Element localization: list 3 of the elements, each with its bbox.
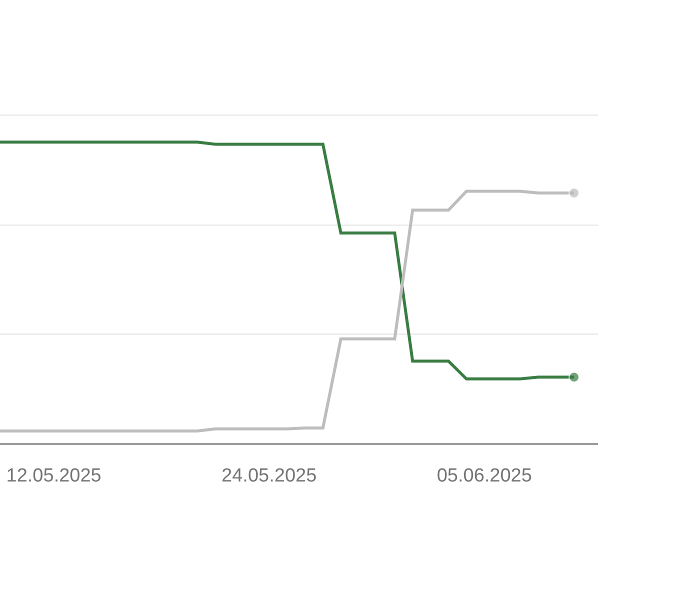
x-tick-label: 05.06.2025 — [436, 466, 532, 487]
x-tick-label: 24.05.2025 — [222, 466, 317, 487]
x-tick-label: 12.05.2025 — [6, 466, 102, 487]
